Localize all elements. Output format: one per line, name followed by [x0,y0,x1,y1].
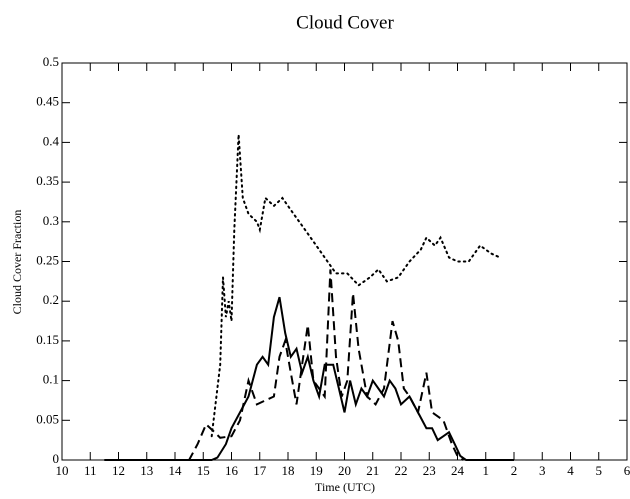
x-tick-label: 6 [624,463,630,478]
x-tick-label: 21 [366,463,379,478]
x-tick-label: 14 [169,463,183,478]
y-tick-label: 0.2 [43,292,59,307]
x-tick-label: 24 [451,463,465,478]
x-tick-label: 10 [56,463,69,478]
x-tick-label: 4 [567,463,574,478]
x-tick-label: 23 [423,463,436,478]
x-tick-label: 18 [282,463,295,478]
x-tick-label: 22 [395,463,408,478]
y-tick-label: 0.05 [36,411,59,426]
series-line [210,134,501,438]
y-tick-label: 0.15 [36,332,59,347]
x-tick-label: 16 [225,463,239,478]
y-tick-label: 0.4 [43,133,60,148]
x-axis-label: Time (UTC) [315,480,375,494]
x-tick-label: 11 [84,463,97,478]
y-tick-label: 0 [53,451,60,466]
y-tick-label: 0.45 [36,94,59,109]
plot-frame [61,62,628,461]
x-tick-label: 13 [140,463,153,478]
x-tick-label: 17 [253,463,267,478]
x-tick-label: 2 [511,463,518,478]
x-tick-label: 1 [483,463,490,478]
y-tick-label: 0.1 [43,372,59,387]
x-tick-label: 20 [338,463,351,478]
y-tick-label: 0.3 [43,213,59,228]
chart-title: Cloud Cover [296,12,394,33]
x-tick-label: 15 [197,463,210,478]
y-tick-label: 0.25 [36,252,59,267]
x-tick-label: 5 [596,463,603,478]
x-tick-label: 19 [310,463,323,478]
series-line [104,296,514,461]
y-tick-label: 0.5 [43,54,59,69]
x-tick-label: 12 [112,463,125,478]
series-line [104,269,464,461]
y-axis-label: Cloud Cover Fraction [10,210,24,315]
x-tick-label: 3 [539,463,546,478]
y-tick-label: 0.35 [36,173,59,188]
